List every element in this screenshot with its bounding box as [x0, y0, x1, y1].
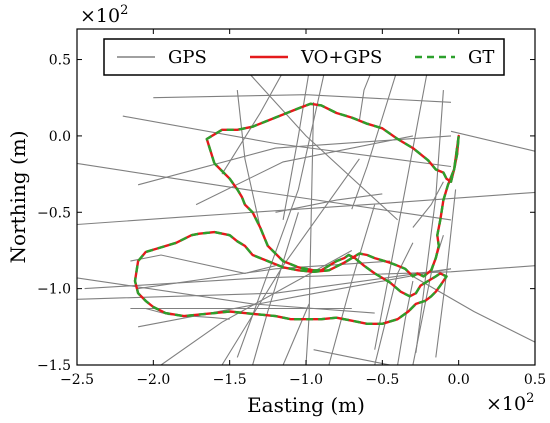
gps-segment-23 [374, 67, 429, 350]
gps-segment-5 [138, 260, 391, 290]
gps-segment-31 [397, 280, 414, 365]
gps-segment-20 [374, 242, 414, 365]
x-tick-label: −0.5 [365, 372, 399, 388]
gps-segment-34 [412, 181, 444, 228]
gps-segment-17 [252, 212, 299, 365]
gps-segment-15 [160, 250, 353, 365]
x-tick-label: −2.5 [60, 372, 94, 388]
gps-segment-36 [130, 254, 276, 274]
gps-segment-12 [195, 135, 414, 206]
tick-layer: −2.5 −2.0 −1.5 −1.0 −0.5 0.0 0.5 −1.5 −1.0 −0.5 0.… [37, 29, 546, 388]
series-layer [77, 44, 535, 365]
gps-segment-16 [221, 158, 360, 365]
legend: GPS VO+GPS GT [103, 38, 505, 76]
x-tick-label: 0.0 [448, 372, 470, 388]
legend-label-vo-gps: VO+GPS [300, 47, 382, 68]
gps-segment-28 [229, 51, 398, 221]
gps-segment-19 [328, 204, 376, 365]
gps-segment-8 [153, 94, 452, 103]
gps-segment-35 [275, 193, 383, 213]
x-tick-label: −1.0 [289, 372, 323, 388]
x-multiplier-base: ×10 [486, 393, 526, 415]
x-axis-label: Easting (m) [247, 393, 365, 417]
vo-gps-line [133, 102, 460, 325]
x-tick-label: −2.0 [136, 372, 170, 388]
y-axis-label: Northing (m) [6, 130, 30, 263]
gps-segment-7 [122, 115, 452, 168]
y-tick-label: 0.0 [49, 129, 71, 145]
y-multiplier-exponent: 2 [120, 3, 128, 18]
gps-segment-11 [450, 130, 535, 152]
gps-segment-27 [236, 90, 261, 228]
legend-box [103, 38, 505, 76]
gps-segment-32 [313, 349, 391, 365]
x-multiplier-exponent: 2 [526, 391, 534, 406]
gps-segment-2 [77, 162, 452, 221]
y-multiplier-base: ×10 [80, 5, 120, 27]
y-tick-label: −1.0 [37, 282, 71, 298]
gps-segment-25 [435, 189, 457, 358]
x-axis-multiplier: ×102 [486, 391, 534, 415]
gps-segment-14 [282, 303, 310, 365]
gps-segment-33 [412, 275, 535, 343]
x-tick-label: 0.5 [524, 372, 546, 388]
y-tick-label: −1.5 [37, 358, 71, 374]
legend-label-gt: GT [468, 47, 494, 68]
gps-segment-18 [305, 102, 315, 365]
y-tick-label: −0.5 [37, 205, 71, 221]
gps-segment-1 [77, 191, 535, 226]
y-axis-multiplier: ×102 [80, 3, 128, 27]
x-tick-label: −1.5 [213, 372, 247, 388]
y-tick-label: 0.5 [49, 53, 71, 69]
gps-segment-22 [351, 44, 406, 210]
legend-label-gps: GPS [168, 47, 207, 68]
